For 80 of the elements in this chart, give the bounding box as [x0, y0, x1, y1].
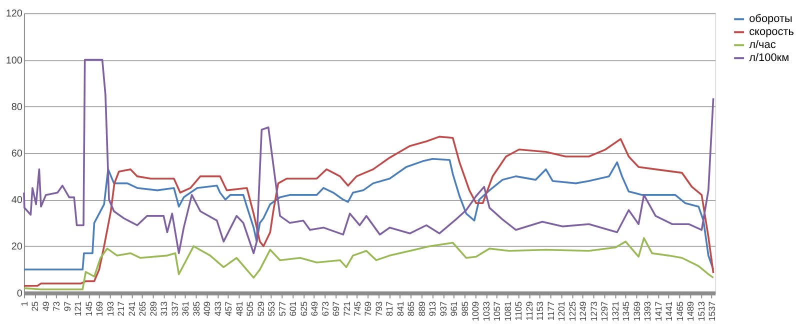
x-tick-label: 1297 — [600, 301, 610, 322]
x-tick-label: 601 — [288, 301, 298, 316]
x-tick-label: 457 — [224, 301, 234, 316]
line-series — [23, 237, 714, 290]
x-tick-label: 1009 — [470, 301, 481, 322]
x-tick-label: 289 — [148, 301, 158, 316]
x-tick-label: 1441 — [664, 301, 674, 322]
x-tick-label: 937 — [438, 301, 448, 316]
x-tick-label: 1321 — [610, 301, 620, 322]
x-tick-label: 169 — [94, 301, 105, 316]
y-tick-label: 100 — [6, 55, 23, 66]
x-tick-label: 697 — [331, 301, 342, 316]
x-tick-label: 505 — [245, 301, 256, 316]
x-tick-label: 841 — [395, 301, 406, 316]
x-tick-label: 1369 — [632, 301, 642, 322]
x-tick-label: 577 — [277, 301, 288, 316]
x-tick-label: 1201 — [556, 301, 567, 322]
x-tick-label: 1225 — [567, 301, 578, 322]
line-series — [23, 136, 714, 287]
x-tick-label: 73 — [52, 301, 62, 312]
x-tick-label: 145 — [84, 301, 94, 316]
x-tick-label: 193 — [105, 301, 116, 316]
x-tick-label: 1417 — [653, 301, 664, 322]
x-tick-label: 1105 — [514, 301, 524, 321]
x-tick-label: 1393 — [642, 301, 653, 322]
x-tick-label: 385 — [191, 301, 202, 316]
y-tick-label: 60 — [11, 148, 23, 160]
x-tick-label: 361 — [180, 301, 191, 316]
x-tick-label: 217 — [116, 301, 126, 316]
y-tick-label: 80 — [11, 102, 23, 113]
line-series — [23, 58, 714, 254]
x-tick-label: 745 — [352, 301, 362, 316]
y-tick-label: 120 — [6, 8, 23, 20]
x-tick-label: 793 — [374, 301, 384, 316]
x-tick-label: 265 — [138, 301, 148, 316]
x-tick-label: 433 — [212, 301, 223, 316]
x-tick-label: 625 — [298, 301, 309, 316]
x-tick-label: 1081 — [502, 301, 513, 322]
x-tick-label: 1345 — [621, 301, 632, 322]
y-tick-label: 40 — [11, 195, 23, 206]
x-tick-label: 889 — [416, 301, 427, 316]
x-tick-label: 961 — [449, 301, 460, 316]
x-tick-label: 1513 — [696, 301, 706, 322]
line-series — [23, 158, 714, 270]
x-tick-label: 553 — [266, 301, 277, 316]
legend-label: л/100км — [749, 52, 790, 64]
x-tick-label: 1249 — [578, 301, 588, 322]
x-tick-label: 313 — [159, 301, 170, 316]
x-tick-label: 481 — [234, 301, 244, 316]
x-tick-label: 769 — [363, 301, 374, 316]
x-tick-label: 1 — [19, 301, 30, 306]
x-tick-label: 97 — [62, 301, 72, 312]
x-tick-label: 25 — [30, 301, 40, 312]
y-tick-label: 0 — [16, 288, 23, 300]
x-tick-label: 817 — [384, 301, 395, 316]
x-tick-label: 1465 — [674, 301, 685, 322]
x-tick-label: 673 — [320, 301, 330, 316]
x-tick-label: 49 — [40, 301, 51, 312]
x-tick-label: 1153 — [535, 301, 546, 321]
x-tick-label: 865 — [406, 301, 416, 316]
legend-label: обороты — [749, 13, 793, 26]
legend-label: л/час — [749, 39, 776, 52]
x-tick-label: 1033 — [481, 301, 492, 322]
x-tick-label: 649 — [310, 301, 320, 316]
x-tick-label: 1057 — [492, 301, 502, 322]
legend-label: скорость — [749, 26, 794, 38]
x-tick-label: 1273 — [588, 301, 599, 322]
x-tick-label: 913 — [428, 301, 438, 316]
y-tick-label: 20 — [11, 242, 23, 253]
x-tick-label: 121 — [73, 301, 84, 316]
x-tick-label: 1129 — [524, 301, 534, 321]
x-tick-label: 1177 — [546, 301, 556, 321]
x-tick-label: 337 — [170, 301, 180, 316]
x-tick-label: 1489 — [686, 301, 696, 322]
x-tick-label: 241 — [126, 301, 137, 316]
x-tick-label: 1537 — [707, 301, 718, 322]
x-tick-label: 985 — [460, 301, 470, 316]
x-tick-label: 409 — [202, 301, 212, 316]
x-tick-label: 529 — [256, 301, 266, 316]
x-tick-label: 721 — [342, 301, 352, 316]
